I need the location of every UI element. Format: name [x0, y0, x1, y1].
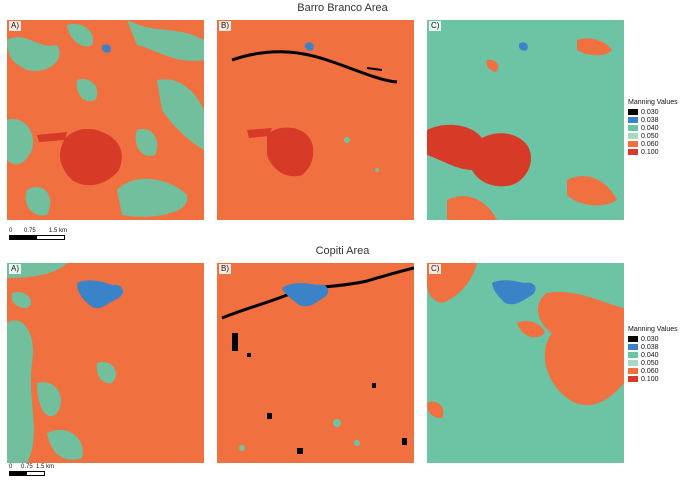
legend-title: Manning Values	[628, 326, 678, 333]
urban-area	[267, 127, 314, 177]
legend-item: 0.060	[628, 367, 678, 375]
legend-label: 0.100	[641, 148, 659, 156]
legend-item: 0.038	[628, 343, 678, 351]
legend-swatch	[628, 352, 638, 358]
river-line	[231, 50, 398, 84]
scale-label-0: 0	[9, 464, 13, 470]
map-panel-barro-c: C)	[427, 20, 624, 220]
legend-item: 0.030	[628, 108, 678, 116]
panel-label: C)	[429, 264, 442, 274]
scale-label-0: 0	[9, 228, 13, 234]
legend-barro-branco: Manning Values 0.030 0.038 0.040 0.050 0.060…	[628, 99, 678, 156]
legend-label: 0.050	[641, 132, 659, 140]
map-barro-b	[217, 20, 414, 220]
scale-bar-graphic	[9, 471, 45, 476]
legend-item: 0.030	[628, 335, 678, 343]
legend-label: 0.050	[641, 359, 659, 367]
legend-swatch	[628, 117, 638, 123]
legend-swatch	[628, 125, 638, 131]
legend-swatch	[628, 149, 638, 155]
legend-items: 0.030 0.038 0.040 0.050 0.060 0.100	[628, 108, 678, 156]
water-body	[518, 42, 528, 51]
legend-swatch	[628, 360, 638, 366]
panel-label: A)	[9, 21, 21, 31]
map-panel-barro-a: A)	[7, 20, 204, 220]
scale-label-mid: 0.75	[21, 464, 33, 470]
legend-item: 0.040	[628, 124, 678, 132]
map-panel-barro-b: B)	[217, 20, 414, 220]
legend-swatch	[628, 336, 638, 342]
legend-label: 0.030	[641, 108, 659, 116]
water-body	[282, 283, 329, 307]
map-barro-a	[7, 20, 204, 220]
legend-label: 0.038	[641, 116, 659, 124]
legend-item: 0.100	[628, 148, 678, 156]
legend-swatch	[628, 344, 638, 350]
water-body	[77, 280, 123, 309]
legend-copiti: Manning Values 0.030 0.038 0.040 0.050 0.060…	[628, 326, 678, 383]
map-panel-copiti-b: B)	[217, 263, 414, 463]
legend-item: 0.050	[628, 359, 678, 367]
urban-area	[60, 128, 122, 186]
map-panel-copiti-a: A)	[7, 263, 204, 463]
panel-label: A)	[9, 264, 21, 274]
legend-item: 0.060	[628, 140, 678, 148]
legend-label: 0.038	[641, 343, 659, 351]
water-body	[492, 280, 536, 305]
legend-swatch	[628, 133, 638, 139]
legend-items: 0.030 0.038 0.040 0.050 0.060 0.100	[628, 335, 678, 383]
section-title-barro-branco: Barro Branco Area	[297, 2, 388, 14]
scale-label-end: 1.5 km	[49, 228, 68, 234]
urban-area	[427, 124, 532, 187]
legend-item: 0.050	[628, 132, 678, 140]
legend-swatch	[628, 368, 638, 374]
scale-label-mid: 0.75	[24, 228, 36, 234]
scale-bar-graphic	[9, 235, 65, 240]
legend-label: 0.030	[641, 335, 659, 343]
legend-item: 0.040	[628, 351, 678, 359]
panel-label: B)	[219, 21, 231, 31]
map-barro-c	[427, 20, 624, 220]
water-body	[304, 42, 314, 51]
legend-item: 0.100	[628, 375, 678, 383]
legend-label: 0.040	[641, 351, 659, 359]
legend-swatch	[628, 109, 638, 115]
water-body	[101, 44, 111, 53]
scale-bar-copiti: 0 0.75 1.5 km	[9, 464, 79, 476]
map-panel-copiti-c: C)	[427, 263, 624, 463]
legend-label: 0.060	[641, 140, 659, 148]
map-copiti-b	[217, 263, 414, 463]
legend-swatch	[628, 141, 638, 147]
scale-label-end: 1.5 km	[36, 464, 55, 470]
panel-label: C)	[429, 21, 442, 31]
legend-label: 0.040	[641, 124, 659, 132]
legend-swatch	[628, 376, 638, 382]
legend-label: 0.100	[641, 375, 659, 383]
legend-label: 0.060	[641, 367, 659, 375]
section-title-copiti: Copiti Area	[315, 245, 370, 257]
legend-title: Manning Values	[628, 99, 678, 106]
panel-label: B)	[219, 264, 231, 274]
legend-item: 0.038	[628, 116, 678, 124]
map-copiti-a	[7, 263, 204, 463]
map-copiti-c	[427, 263, 624, 463]
scale-bar-barro-branco: 0 0.75 1.5 km	[9, 228, 79, 240]
